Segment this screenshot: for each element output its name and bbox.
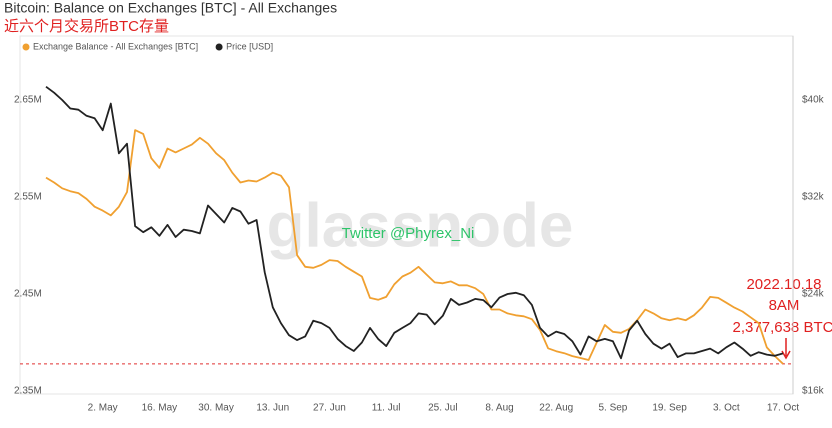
y2-tick-label: $32k bbox=[802, 192, 825, 203]
series-line bbox=[45, 129, 784, 365]
y-tick-label: 2.65M bbox=[14, 95, 42, 106]
x-tick-label: 8. Aug bbox=[485, 403, 513, 414]
y-tick-label: 2.35M bbox=[14, 386, 42, 397]
chart-subtitle: 近六个月交易所BTC存量 bbox=[4, 17, 169, 35]
y-tick-label: 2.55M bbox=[14, 192, 42, 203]
legend-label: Exchange Balance - All Exchanges [BTC] bbox=[33, 41, 198, 51]
y-tick-label: 2.45M bbox=[14, 289, 42, 300]
x-tick-label: 27. Jun bbox=[313, 403, 346, 414]
y2-tick-label: $16k bbox=[802, 386, 825, 397]
x-tick-label: 25. Jul bbox=[428, 403, 457, 414]
x-tick-label: 22. Aug bbox=[539, 403, 573, 414]
x-tick-label: 5. Sep bbox=[598, 403, 627, 414]
y2-tick-label: $24k bbox=[802, 289, 825, 300]
x-tick-label: 19. Sep bbox=[652, 403, 687, 414]
x-tick-label: 13. Jun bbox=[256, 403, 289, 414]
x-tick-label: 30. May bbox=[198, 403, 234, 414]
plot-frame bbox=[19, 35, 794, 395]
annotation: 2,377,638 BTC bbox=[733, 319, 832, 336]
series-line bbox=[45, 85, 784, 360]
annotation: 2022.10.18 bbox=[746, 276, 821, 293]
x-tick-label: 16. May bbox=[142, 403, 178, 414]
annotation: Twitter @Phyrex_Ni bbox=[342, 225, 475, 242]
x-tick-label: 17. Oct bbox=[767, 403, 799, 414]
legend-marker bbox=[215, 43, 223, 51]
y2-tick-label: $40k bbox=[802, 95, 825, 106]
legend-marker bbox=[22, 43, 30, 51]
x-tick-label: 2. May bbox=[88, 403, 118, 414]
chart-title: Bitcoin: Balance on Exchanges [BTC] - Al… bbox=[4, 0, 337, 16]
x-tick-label: 11. Jul bbox=[372, 403, 401, 414]
annotation: 8AM bbox=[769, 297, 800, 314]
x-tick-label: 3. Oct bbox=[713, 403, 740, 414]
legend-label: Price [USD] bbox=[226, 41, 273, 51]
watermark: glassnode bbox=[267, 191, 574, 260]
arrow-head bbox=[781, 350, 791, 360]
